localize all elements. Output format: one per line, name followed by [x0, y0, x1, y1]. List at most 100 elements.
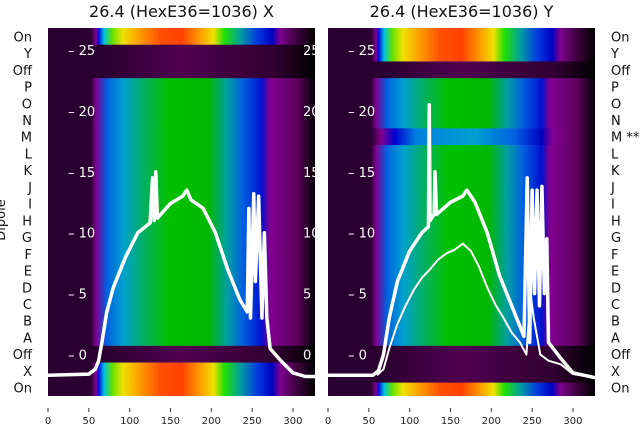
xtick-label: 150	[441, 416, 460, 427]
heatmap-row	[48, 44, 315, 62]
xtick-label: 250	[243, 416, 262, 427]
row-label: O	[22, 97, 32, 112]
overlay-ytick-label: – 0	[68, 349, 87, 364]
heatmap-row	[328, 28, 595, 46]
row-label: A	[23, 331, 32, 346]
heatmap-row	[328, 78, 595, 96]
overlay-ytick-label: – 5	[68, 288, 87, 303]
heatmap-row	[48, 329, 315, 347]
heatmap-row	[328, 345, 595, 364]
xtick-label: 200	[202, 416, 221, 427]
overlay-ytick-label-right: 5	[303, 288, 311, 303]
row-label: N	[611, 114, 621, 129]
overlay-ytick-label: – 25	[68, 44, 95, 59]
row-label: K	[611, 164, 620, 179]
heatmap-row	[328, 262, 595, 280]
row-label: P	[24, 81, 32, 96]
heatmap-row	[328, 382, 595, 396]
overlay-ytick-label: – 15	[68, 166, 95, 181]
row-label: Y	[23, 47, 32, 62]
heatmap-row	[328, 312, 595, 330]
overlay-ytick-label: – 10	[348, 227, 375, 242]
heatmap-row	[48, 128, 315, 146]
heatmap-row	[48, 94, 315, 113]
row-label: K	[23, 164, 32, 179]
heatmap-row	[48, 345, 315, 364]
heatmap-row	[328, 61, 595, 79]
heatmap-row	[48, 161, 315, 180]
overlay-ytick-label: – 20	[348, 105, 375, 120]
row-label: E	[611, 265, 619, 280]
heatmap-row	[328, 128, 595, 146]
xtick-label: 0	[45, 416, 51, 427]
row-label: Off	[13, 64, 33, 79]
overlay-ytick-label-right: 10	[303, 227, 320, 242]
row-label: Off	[13, 348, 33, 363]
row-label: M	[21, 131, 32, 146]
row-label: A	[611, 331, 620, 346]
xtick-label: 100	[120, 416, 139, 427]
xtick-label: 150	[161, 416, 180, 427]
row-label: D	[22, 281, 32, 296]
xtick-label: 50	[82, 416, 95, 427]
xtick-label: 50	[362, 416, 375, 427]
overlay-ytick-label: – 25	[348, 44, 375, 59]
y-axis-label: Dipole	[0, 199, 9, 240]
row-label: On	[14, 382, 32, 397]
overlay-ytick-label: – 0	[348, 349, 367, 364]
xtick-label: 300	[563, 416, 582, 427]
panel-title: 26.4 (HexE36=1036) Y	[370, 2, 554, 21]
heatmap-row	[328, 362, 595, 380]
row-label: X	[23, 365, 32, 380]
overlay-ytick-label-right: 20	[303, 105, 320, 120]
series-line-profile-low	[376, 242, 595, 379]
heatmap-row	[328, 145, 595, 163]
heatmap-row	[328, 44, 595, 62]
heatmap-row	[48, 262, 315, 280]
overlay-ytick-label: – 5	[348, 288, 367, 303]
overlay-ytick-label: – 10	[68, 227, 95, 242]
overlay-ytick-label: – 20	[68, 105, 95, 120]
row-label: X	[611, 365, 620, 380]
row-label: H	[22, 214, 32, 229]
heatmap-row	[328, 329, 595, 347]
overlay-ytick-label: – 15	[348, 166, 375, 181]
heatmap-row	[48, 295, 315, 313]
heatmap	[48, 28, 315, 396]
row-label: On	[611, 30, 629, 45]
heatmap-row	[48, 78, 315, 96]
row-label: G	[22, 231, 32, 246]
row-label: On	[611, 382, 629, 397]
row-label: B	[611, 315, 620, 330]
xtick-label: 100	[400, 416, 419, 427]
heatmap-row	[48, 178, 315, 196]
overlay-ytick-label-right: 0	[303, 349, 311, 364]
row-label: I	[28, 198, 32, 213]
row-label: F	[25, 248, 32, 263]
row-label: J	[27, 181, 32, 196]
xtick-label: 200	[482, 416, 501, 427]
overlay-ytick-label-right: 25	[303, 44, 320, 59]
heatmap-row	[328, 278, 595, 297]
row-label: J	[610, 181, 615, 196]
heatmap-row	[48, 379, 315, 396]
row-label: C	[611, 298, 620, 313]
heatmap-row	[48, 312, 315, 330]
row-label: N	[22, 114, 32, 129]
row-label: L	[611, 147, 619, 162]
heatmap-row	[328, 94, 595, 113]
row-label: Off	[611, 348, 631, 363]
heatmap-row	[48, 111, 315, 129]
row-label: P	[611, 81, 619, 96]
row-label: H	[611, 214, 621, 229]
heatmap-row	[48, 278, 315, 297]
row-label: Off	[611, 64, 631, 79]
heatmap-row	[48, 61, 315, 79]
row-label: C	[23, 298, 32, 313]
overlay-ytick-label-right: 15	[303, 166, 320, 181]
row-label: B	[23, 315, 32, 330]
xtick-label: 0	[325, 416, 331, 427]
